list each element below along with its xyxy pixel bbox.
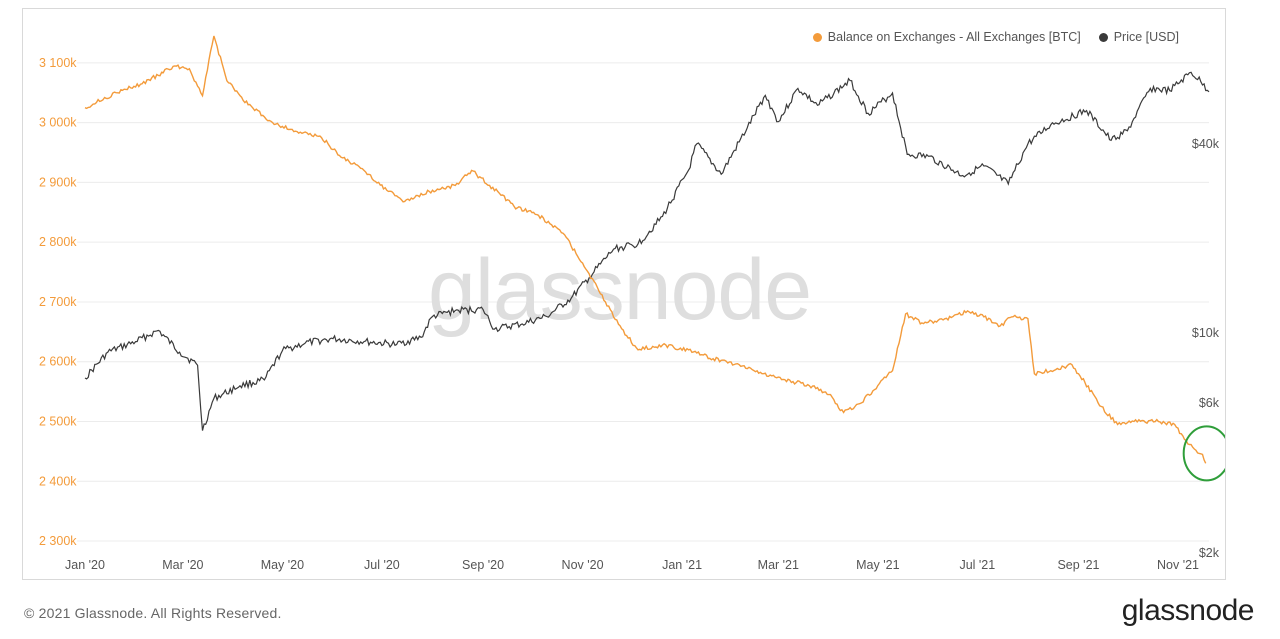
annotation-circle bbox=[1182, 425, 1225, 482]
x-tick-label: Mar '21 bbox=[758, 558, 799, 572]
footer-copyright: © 2021 Glassnode. All Rights Reserved. bbox=[24, 605, 282, 621]
right-axis-ticks: $40k $10k $6k $2k bbox=[1192, 137, 1220, 560]
x-tick-label: Jul '21 bbox=[959, 558, 995, 572]
chart-legend: Balance on Exchanges - All Exchanges [BT… bbox=[812, 30, 1179, 44]
x-tick-label: May '21 bbox=[856, 558, 899, 572]
x-tick-label: Sep '20 bbox=[462, 558, 504, 572]
right-tick-label: $2k bbox=[1199, 546, 1220, 560]
legend-dot-balance bbox=[812, 32, 822, 42]
x-tick-label: Jan '20 bbox=[65, 558, 105, 572]
x-tick-label: Mar '20 bbox=[162, 558, 203, 572]
right-tick-label: $6k bbox=[1199, 396, 1220, 410]
right-tick-label: $10k bbox=[1192, 326, 1220, 340]
left-tick-label: 3 000k bbox=[39, 116, 77, 130]
x-tick-label: Jan '21 bbox=[662, 558, 702, 572]
watermark-text: glassnode bbox=[428, 242, 811, 338]
legend-item-price[interactable]: Price [USD] bbox=[1098, 30, 1179, 44]
chart-frame: glassnode 3 100k 3 000k 2 900k 2 800k 2 700k… bbox=[22, 8, 1226, 580]
left-tick-label: 2 500k bbox=[39, 414, 77, 428]
left-axis-ticks: 3 100k 3 000k 2 900k 2 800k 2 700k 2 600k 2 50… bbox=[39, 56, 77, 548]
left-tick-label: 2 600k bbox=[39, 355, 77, 369]
legend-dot-price bbox=[1098, 32, 1108, 42]
x-tick-label: May '20 bbox=[261, 558, 304, 572]
left-tick-label: 2 300k bbox=[39, 534, 77, 548]
right-tick-label: $40k bbox=[1192, 137, 1220, 151]
x-tick-label: Sep '21 bbox=[1057, 558, 1099, 572]
balance-series-line bbox=[84, 35, 1207, 464]
left-tick-label: 2 900k bbox=[39, 175, 77, 189]
left-tick-label: 2 800k bbox=[39, 235, 77, 249]
price-series-line bbox=[84, 71, 1210, 431]
x-tick-label: Jul '20 bbox=[364, 558, 400, 572]
x-tick-label: Nov '21 bbox=[1157, 558, 1199, 572]
legend-label-price: Price [USD] bbox=[1113, 30, 1179, 44]
left-tick-label: 3 100k bbox=[39, 56, 77, 70]
x-axis-ticks: Jan '20 Mar '20 May '20 Jul '20 Sep '20 Nov '… bbox=[65, 558, 1199, 572]
legend-label-balance: Balance on Exchanges - All Exchanges [BT… bbox=[827, 30, 1081, 44]
left-tick-label: 2 700k bbox=[39, 295, 77, 309]
grid-lines bbox=[77, 62, 1209, 542]
x-tick-label: Nov '20 bbox=[562, 558, 604, 572]
legend-item-balance[interactable]: Balance on Exchanges - All Exchanges [BT… bbox=[812, 30, 1081, 44]
left-tick-label: 2 400k bbox=[39, 474, 77, 488]
footer-logo[interactable]: glassnode bbox=[1121, 594, 1255, 627]
chart-canvas: glassnode 3 100k 3 000k 2 900k 2 800k 2 700k… bbox=[39, 35, 1225, 572]
